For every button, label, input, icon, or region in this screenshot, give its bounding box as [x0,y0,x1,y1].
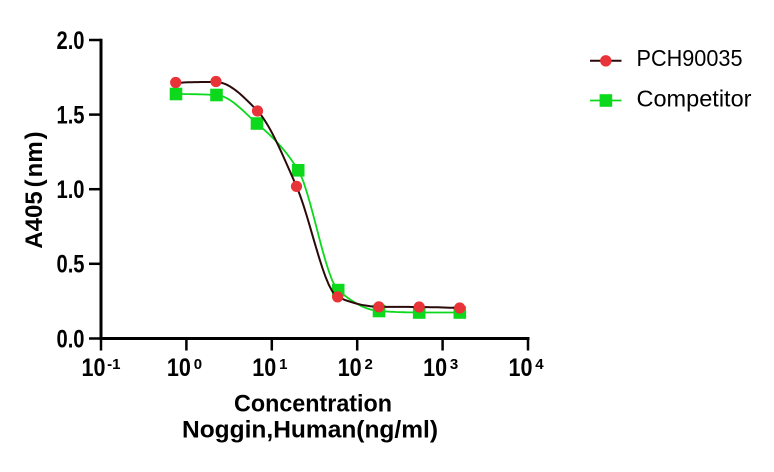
svg-text:4: 4 [535,356,544,373]
svg-text:Concentration: Concentration [234,391,392,418]
svg-text:0.5: 0.5 [57,251,85,279]
svg-text:10: 10 [423,354,447,382]
svg-text:3: 3 [450,356,458,373]
svg-text:1: 1 [279,356,287,373]
svg-text:10: 10 [509,354,533,382]
svg-text:1.0: 1.0 [57,176,85,204]
svg-text:10: 10 [338,354,362,382]
svg-text:PCH90035: PCH90035 [637,45,743,71]
svg-text:0: 0 [194,356,202,373]
svg-text:-1: -1 [107,356,120,373]
svg-text:2.0: 2.0 [57,27,85,55]
svg-text:Competitor: Competitor [637,86,752,112]
svg-text:2: 2 [365,356,373,373]
svg-text:10: 10 [167,354,191,382]
svg-text:10: 10 [252,354,276,382]
svg-text:10: 10 [82,354,106,382]
svg-text:1.5: 1.5 [57,102,85,130]
svg-text:Noggin,Human(ng/ml): Noggin,Human(ng/ml) [182,417,438,444]
svg-text:0.0: 0.0 [57,325,85,353]
